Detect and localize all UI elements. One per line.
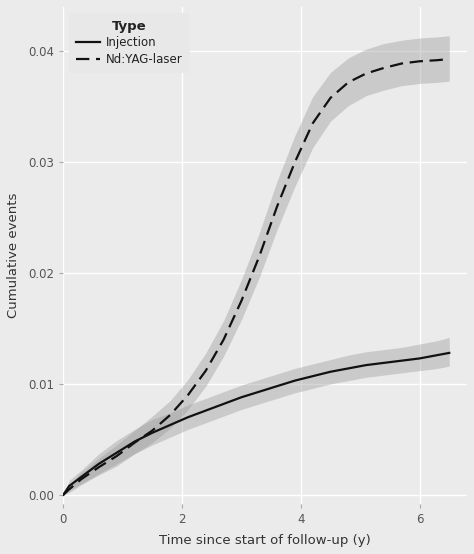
Nd:YAG-laser [274,203,280,210]
Injection [256,388,262,395]
Nd:YAG-laser [381,65,387,71]
Nd:YAG-laser [435,57,440,64]
Injection [363,362,369,368]
Injection [61,491,66,498]
Nd:YAG-laser [238,297,244,304]
Nd:YAG-laser [328,95,333,101]
Injection [292,377,298,384]
Injection [435,352,440,358]
Nd:YAG-laser [346,79,351,86]
Nd:YAG-laser [132,439,137,446]
Nd:YAG-laser [399,60,405,67]
Nd:YAG-laser [185,392,191,398]
Injection [185,414,191,420]
Nd:YAG-laser [221,336,227,343]
Legend: Injection, Nd:YAG-laser: Injection, Nd:YAG-laser [69,13,190,73]
Y-axis label: Cumulative events: Cumulative events [7,193,20,318]
Injection [447,350,452,356]
X-axis label: Time since start of follow-up (y): Time since start of follow-up (y) [159,534,371,547]
Injection [417,355,422,362]
Injection [78,474,84,480]
Injection [132,438,137,445]
Injection [167,422,173,428]
Line: Injection: Injection [64,353,449,495]
Nd:YAG-laser [292,159,298,166]
Injection [274,383,280,389]
Injection [310,373,316,379]
Injection [399,357,405,364]
Nd:YAG-laser [363,70,369,77]
Nd:YAG-laser [78,476,84,483]
Injection [149,429,155,436]
Nd:YAG-laser [61,491,66,498]
Nd:YAG-laser [256,253,262,260]
Injection [114,449,119,456]
Injection [238,394,244,401]
Nd:YAG-laser [66,486,72,493]
Injection [346,365,351,372]
Injection [328,368,333,375]
Nd:YAG-laser [417,58,422,65]
Injection [203,407,209,414]
Line: Nd:YAG-laser: Nd:YAG-laser [64,59,449,495]
Nd:YAG-laser [203,367,209,374]
Injection [66,483,72,489]
Nd:YAG-laser [114,453,119,459]
Injection [96,460,102,467]
Nd:YAG-laser [167,412,173,418]
Nd:YAG-laser [310,120,316,127]
Nd:YAG-laser [149,427,155,434]
Nd:YAG-laser [447,56,452,63]
Nd:YAG-laser [96,464,102,470]
Injection [221,401,227,407]
Injection [381,360,387,366]
